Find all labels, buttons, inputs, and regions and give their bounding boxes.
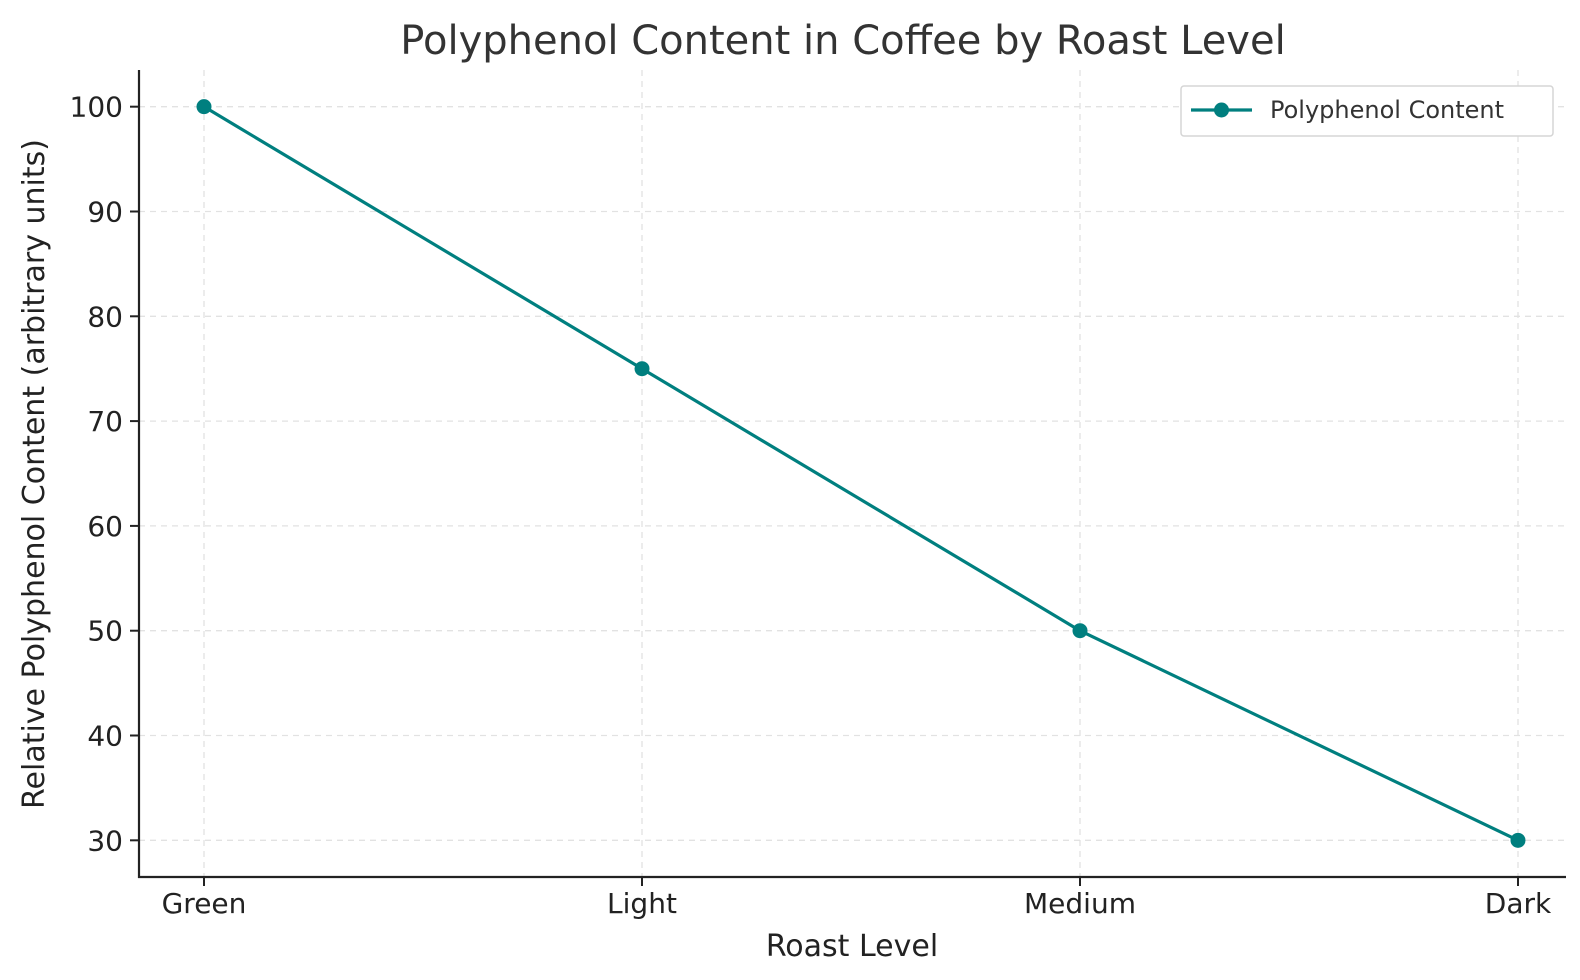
y-axis-label: Relative Polyphenol Content (arbitrary u… bbox=[17, 139, 52, 809]
y-tick-label: 50 bbox=[87, 615, 123, 648]
series-line bbox=[203, 105, 1519, 842]
x-tick-label: Green bbox=[162, 887, 247, 920]
y-tick-label: 70 bbox=[87, 405, 123, 438]
x-tick-label: Light bbox=[607, 887, 677, 920]
x-axis-label: Roast Level bbox=[766, 929, 938, 964]
grid bbox=[139, 70, 1566, 877]
y-tick-label: 80 bbox=[87, 300, 123, 333]
y-tick-label: 100 bbox=[70, 91, 123, 124]
x-tick-label: Medium bbox=[1024, 887, 1136, 920]
legend-label: Polyphenol Content bbox=[1270, 96, 1504, 124]
y-tick-label: 30 bbox=[87, 824, 123, 857]
legend-marker bbox=[1214, 102, 1229, 118]
data-point-medium bbox=[1072, 623, 1088, 639]
data-point-light bbox=[634, 361, 650, 377]
y-tick-label: 60 bbox=[87, 510, 123, 543]
legend-box bbox=[1180, 85, 1554, 137]
chart-title: Polyphenol Content in Coffee by Roast Le… bbox=[400, 18, 1285, 64]
y-tick-label: 90 bbox=[87, 195, 123, 228]
axis-ticks: 30 40 50 60 70 80 90 100 Green Light Medium Dark bbox=[70, 91, 1552, 920]
y-tick-label: 40 bbox=[87, 720, 123, 753]
x-tick-label: Dark bbox=[1485, 887, 1552, 920]
data-point-dark bbox=[1510, 832, 1526, 848]
data-point-green bbox=[196, 99, 212, 115]
series-layer bbox=[196, 99, 1526, 848]
legend: Polyphenol Content bbox=[1180, 85, 1554, 137]
